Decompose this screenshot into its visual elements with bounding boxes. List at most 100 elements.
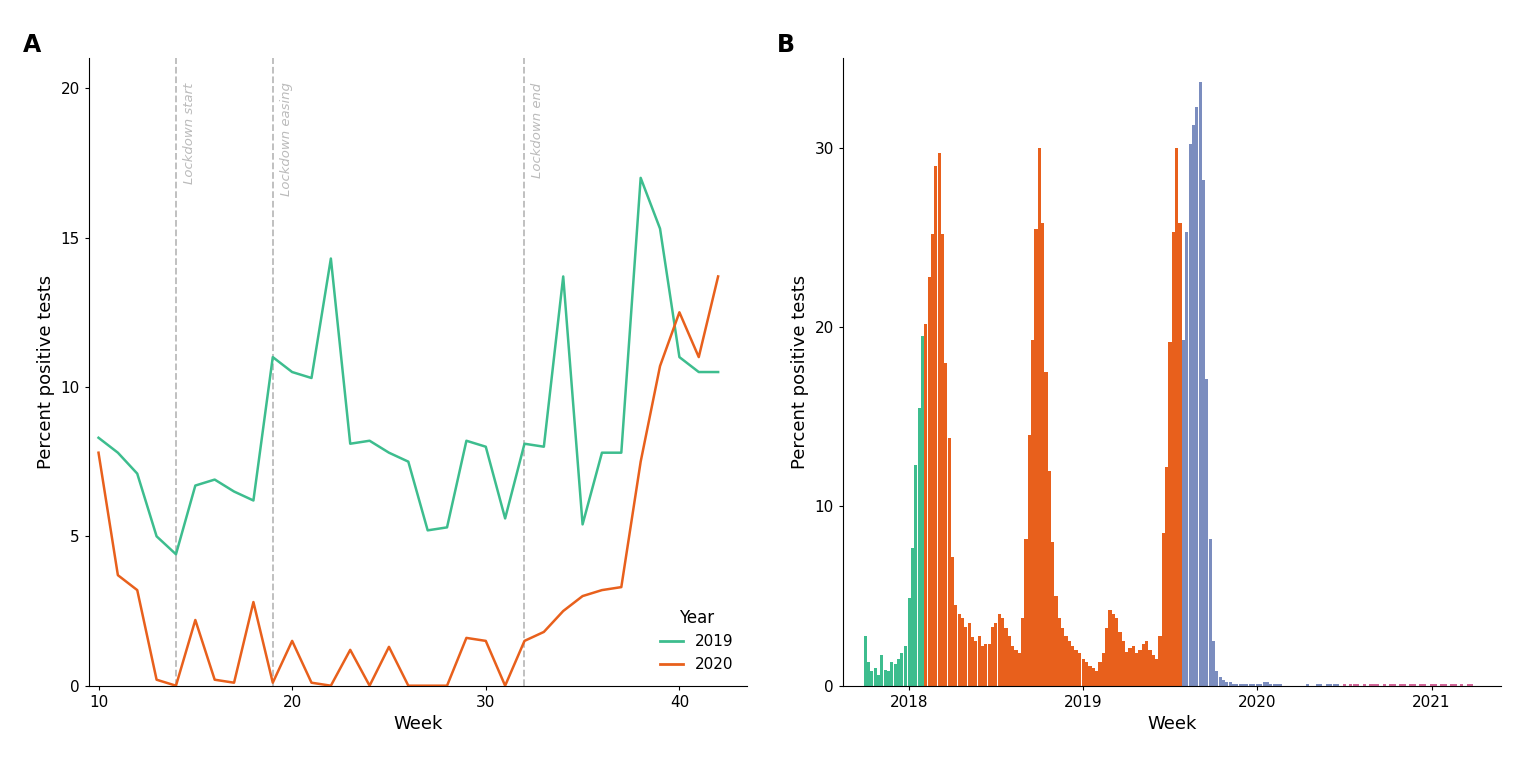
Bar [880, 655, 883, 686]
Bar [1005, 628, 1008, 686]
Bar [1382, 684, 1385, 686]
Bar [1189, 144, 1192, 686]
Bar [1104, 628, 1109, 686]
Bar [977, 635, 982, 686]
Bar [1342, 684, 1346, 686]
Text: Lockdown start: Lockdown start [183, 82, 195, 184]
Bar [974, 641, 977, 686]
Bar [1229, 682, 1232, 686]
Y-axis label: Percent positive tests: Percent positive tests [37, 275, 55, 469]
Bar [948, 439, 951, 686]
Bar [1001, 617, 1005, 686]
Bar [1410, 684, 1413, 686]
Bar [942, 234, 945, 686]
Bar [1243, 684, 1246, 686]
Bar [1215, 671, 1218, 686]
Bar [954, 605, 957, 686]
Bar [1031, 339, 1034, 686]
Bar [914, 465, 917, 686]
Bar [965, 627, 968, 686]
Bar [1041, 223, 1044, 686]
Bar [1141, 644, 1144, 686]
Bar [985, 644, 988, 686]
Bar [903, 646, 906, 686]
Bar [971, 637, 974, 686]
Bar [982, 646, 985, 686]
Bar [1172, 232, 1175, 686]
Bar [1461, 684, 1464, 686]
Bar [1025, 538, 1028, 686]
Bar [1362, 684, 1366, 686]
Bar [1399, 684, 1402, 686]
Bar [968, 623, 971, 686]
Bar [1018, 654, 1021, 686]
Bar [877, 675, 880, 686]
Bar [1048, 471, 1051, 686]
Bar [1450, 684, 1453, 686]
Bar [1336, 684, 1339, 686]
Bar [928, 277, 931, 686]
Bar [1390, 684, 1393, 686]
Bar [874, 667, 877, 686]
Bar [1433, 684, 1436, 686]
Bar [1092, 667, 1095, 686]
Bar [1132, 646, 1135, 686]
Bar [1260, 684, 1263, 686]
Bar [883, 670, 886, 686]
Bar [908, 598, 911, 686]
Bar [891, 662, 894, 686]
Bar [1276, 684, 1279, 686]
Bar [1453, 684, 1456, 686]
Text: Lockdown end: Lockdown end [531, 82, 544, 177]
Bar [1263, 682, 1266, 686]
Bar [1021, 617, 1025, 686]
Bar [1232, 684, 1235, 686]
Bar [1161, 533, 1164, 686]
Bar [1319, 684, 1322, 686]
Bar [1269, 684, 1272, 686]
Bar [1089, 666, 1092, 686]
Bar [1201, 180, 1206, 686]
Bar [1226, 682, 1229, 686]
Bar [1218, 677, 1221, 686]
Bar [911, 548, 914, 686]
Bar [1074, 650, 1078, 686]
Bar [897, 659, 900, 686]
Bar [1186, 232, 1189, 686]
Bar [1155, 659, 1158, 686]
Bar [1078, 654, 1081, 686]
X-axis label: Week: Week [1147, 715, 1197, 733]
Bar [1135, 654, 1138, 686]
Bar [1198, 81, 1201, 686]
Bar [957, 614, 962, 686]
Bar [1272, 684, 1276, 686]
Bar [1181, 339, 1184, 686]
Bar [1349, 684, 1353, 686]
Bar [1146, 641, 1149, 686]
Bar [917, 408, 920, 686]
Bar [1166, 467, 1169, 686]
Bar [1333, 684, 1336, 686]
Bar [1235, 684, 1238, 686]
Bar [1441, 684, 1444, 686]
Bar [1138, 650, 1141, 686]
Bar [1008, 635, 1011, 686]
Bar [1054, 596, 1058, 686]
Bar [1061, 628, 1064, 686]
Bar [1175, 148, 1178, 686]
Bar [1195, 107, 1198, 686]
Bar [1393, 684, 1396, 686]
Bar [1376, 684, 1379, 686]
Bar [1014, 650, 1017, 686]
Bar [1221, 680, 1226, 686]
Bar [1051, 542, 1054, 686]
Bar [1353, 684, 1356, 686]
Bar [1256, 684, 1260, 686]
Bar [925, 323, 928, 686]
Bar [945, 363, 948, 686]
Bar [988, 644, 991, 686]
Bar [866, 662, 869, 686]
Bar [1112, 614, 1115, 686]
Bar [1109, 611, 1112, 686]
Bar [1098, 662, 1101, 686]
